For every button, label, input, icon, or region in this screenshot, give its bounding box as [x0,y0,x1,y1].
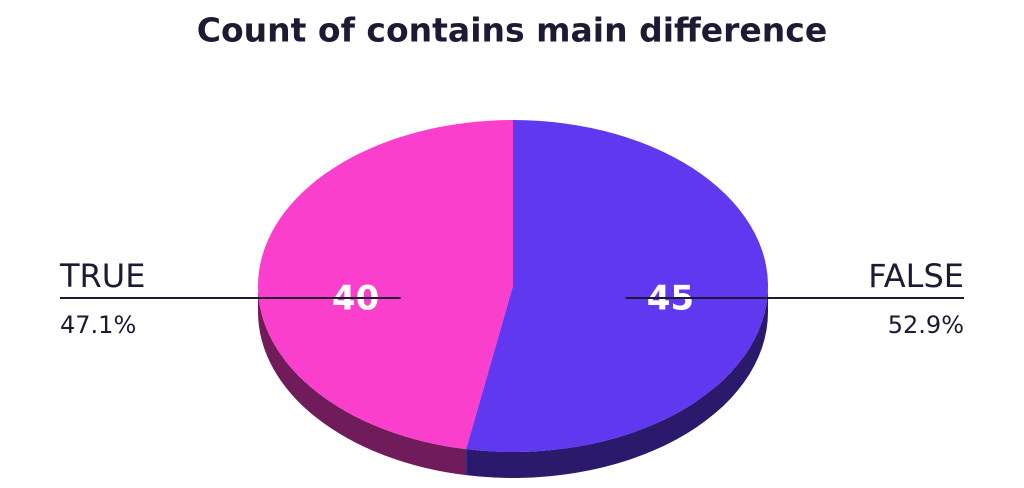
slice-side [466,286,768,478]
category-label: TRUE [59,257,145,295]
percent-label: 52.9% [888,311,964,339]
percent-label: 47.1% [60,311,136,339]
slice [466,120,769,452]
slice-side [258,286,467,476]
category-label: FALSE [868,257,964,295]
chart-title: Count of contains main difference [197,11,827,50]
slice [258,120,513,450]
